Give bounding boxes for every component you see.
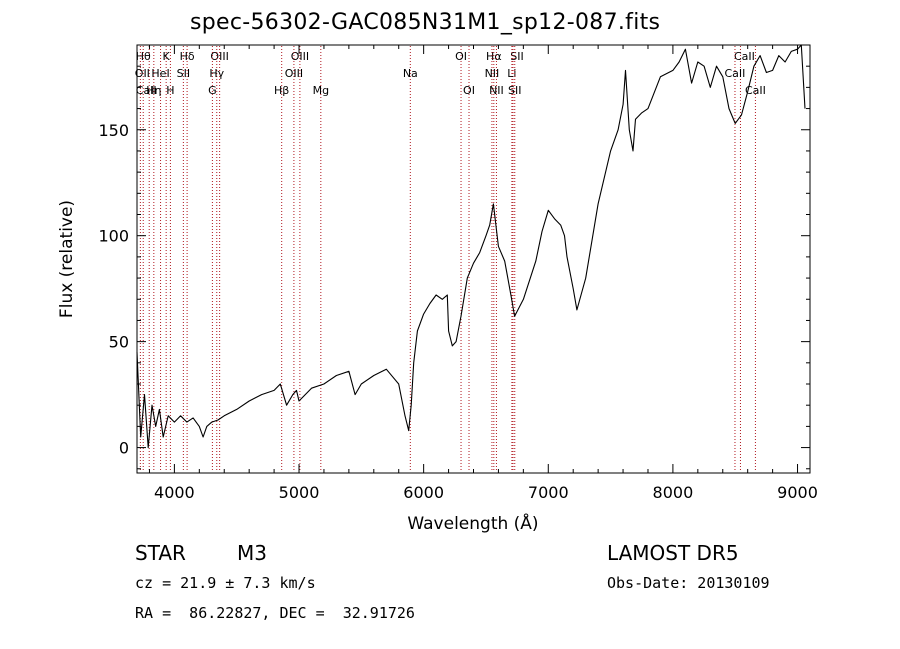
line-label: OIII: [291, 50, 309, 63]
line-label: SII: [177, 67, 190, 80]
x-axis-label: Wavelength (Å): [407, 512, 538, 534]
line-label: OI: [455, 50, 467, 63]
line-label: CaII: [745, 84, 766, 97]
axis-ticks: 4000 5000 6000 7000 8000 9000 0 50 100 150: [98, 44, 818, 502]
line-label: Hβ: [274, 84, 289, 97]
line-label: SII: [510, 50, 523, 63]
object-class: STAR: [135, 541, 186, 565]
line-label: Hδ: [180, 50, 195, 63]
y-axis-label: Flux (relative): [57, 200, 77, 318]
line-label: Hγ: [209, 67, 224, 80]
survey-name: LAMOST DR5: [607, 541, 739, 565]
spectrum-line: [136, 44, 806, 449]
line-label: Hα: [486, 50, 502, 63]
line-label: OII: [135, 67, 150, 80]
x-tick-label: 7000: [528, 483, 569, 502]
line-label: Hθ: [136, 50, 151, 63]
line-label: Na: [403, 67, 418, 80]
line-label: H: [166, 84, 174, 97]
spectral-line-markers: Hθ K Hδ OIII OIII OI Hα SII CaII OII HeI SII Hγ OIII N…: [135, 46, 766, 472]
line-label: HeI: [151, 67, 169, 80]
line-label: OIII: [210, 50, 228, 63]
line-label: Mg: [313, 84, 329, 97]
y-tick-label: 0: [119, 439, 129, 458]
chart-title: spec-56302-GAC085N31M1_sp12-087.fits: [190, 10, 661, 35]
x-tick-label: 5000: [279, 483, 320, 502]
line-label: CaII: [725, 67, 746, 80]
obs-date: Obs-Date: 20130109: [607, 574, 770, 592]
line-label: OIII: [285, 67, 303, 80]
x-tick-label: 8000: [653, 483, 694, 502]
x-tick-label: 4000: [154, 483, 195, 502]
coordinates: RA = 86.22827, DEC = 32.91726: [135, 604, 415, 622]
x-tick-label: 6000: [403, 483, 444, 502]
redshift-value: cz = 21.9 ± 7.3 km/s: [135, 574, 316, 592]
line-label: Hη: [146, 84, 161, 97]
line-label: G: [208, 84, 217, 97]
y-tick-label: 100: [98, 227, 129, 246]
line-label: K: [163, 50, 171, 63]
line-label: SII: [508, 84, 521, 97]
line-label: CaII: [734, 50, 755, 63]
line-label: CaII: [136, 84, 157, 97]
spectrum-series: [136, 44, 806, 449]
object-subclass: M3: [237, 541, 267, 565]
line-label: Li: [507, 67, 516, 80]
x-tick-label: 9000: [777, 483, 818, 502]
line-label: NII: [489, 84, 504, 97]
line-label: NII: [485, 67, 500, 80]
y-tick-label: 50: [109, 333, 129, 352]
y-tick-label: 150: [98, 121, 129, 140]
line-label: OI: [463, 84, 475, 97]
